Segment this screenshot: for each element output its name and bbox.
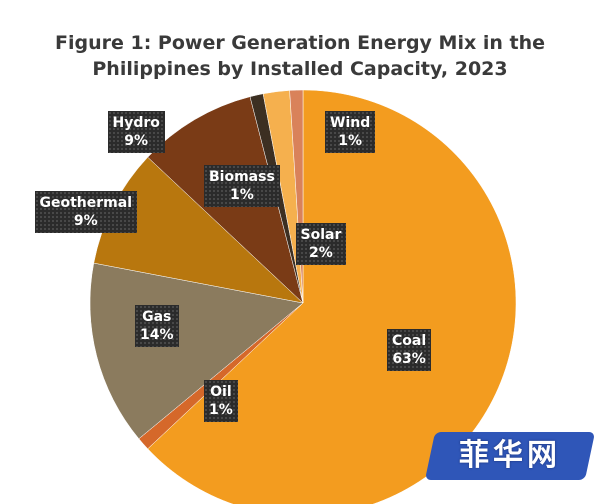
slice-label-value: 2% bbox=[309, 245, 333, 261]
slice-label-name: Wind bbox=[330, 115, 371, 131]
slice-label-value: 63% bbox=[392, 351, 426, 367]
slice-label-coal: Coal 63% bbox=[387, 329, 432, 371]
slice-label-value: 1% bbox=[230, 187, 254, 203]
slice-label-name: Biomass bbox=[209, 169, 275, 185]
slice-label-value: 9% bbox=[73, 213, 98, 229]
chart-title-line-2: Philippines by Installed Capacity, 2023 bbox=[92, 58, 508, 80]
slice-label-name: Oil bbox=[210, 384, 232, 400]
slice-label-name: Geothermal bbox=[39, 195, 133, 211]
chart-title-line-1: Figure 1: Power Generation Energy Mix in… bbox=[54, 32, 545, 54]
chart-title: Figure 1: Power Generation Energy Mix in… bbox=[0, 30, 600, 82]
slice-label-name: Coal bbox=[392, 333, 427, 349]
watermark-logo: 菲华网 bbox=[424, 424, 596, 486]
slice-label-value: 1% bbox=[209, 402, 233, 418]
slice-label-solar: Solar 2% bbox=[295, 223, 347, 265]
pie-slice-coal bbox=[147, 89, 517, 504]
slice-label-name: Solar bbox=[300, 227, 342, 243]
slice-label-name: Gas bbox=[142, 309, 172, 325]
slice-label-wind: Wind 1% bbox=[325, 111, 376, 153]
slice-label-gas: Gas 14% bbox=[135, 305, 179, 347]
slice-label-value: 1% bbox=[338, 133, 362, 149]
watermark-text: 菲华网 bbox=[459, 438, 561, 473]
slice-label-oil: Oil 1% bbox=[204, 380, 238, 422]
slice-label-geothermal: Geothermal 9% bbox=[34, 191, 137, 233]
slice-label-biomass: Biomass 1% bbox=[204, 165, 280, 207]
slice-label-value: 14% bbox=[140, 327, 174, 343]
slice-label-hydro: Hydro 9% bbox=[107, 111, 165, 153]
slice-label-name: Hydro bbox=[112, 115, 160, 131]
slice-label-value: 9% bbox=[124, 133, 149, 149]
